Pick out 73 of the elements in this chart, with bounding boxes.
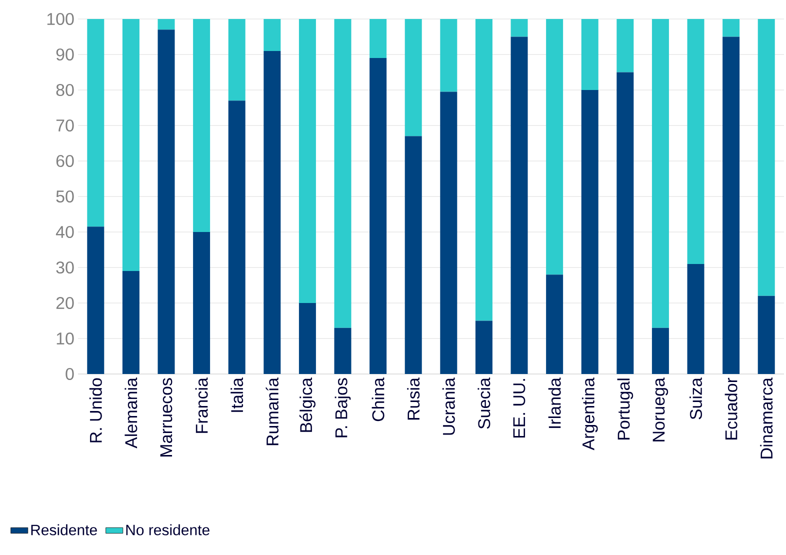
bar [264,50,281,374]
bar [652,19,669,328]
x-tick-label: Ucrania [442,378,455,435]
x-tick-label: Rusia [407,378,420,420]
bar [510,36,528,374]
bar [228,100,246,374]
x-tick-label: Rumanía [266,378,279,446]
bar [158,30,175,374]
bar [581,19,598,90]
x-tick-label: Suiza [690,378,702,420]
bar [370,58,387,374]
x-tick-label: China [372,378,384,422]
x-tick-label: P. Bajos [334,378,351,438]
x-tick-label: Marruecos [160,378,172,456]
y-tick-label: 70 [56,119,74,132]
bar [758,19,775,296]
x-tick-label: Irlanda [548,378,561,428]
bar [475,19,492,321]
bar [122,271,140,374]
bar [404,136,422,374]
bar [616,19,634,72]
bar [193,19,210,232]
y-tick-label: 10 [56,332,74,345]
y-tick-label: 50 [56,190,74,203]
y-tick-label: 40 [56,226,74,238]
bar [370,19,387,58]
x-tick-label: EE. UU. [513,379,526,438]
legend-label: Residente [31,524,97,536]
bar [158,19,175,30]
y-tick-label: 30 [56,261,74,274]
bar [581,90,598,374]
y-tick-label: 100 [47,12,74,26]
x-tick-label: Argentina [582,378,598,450]
bar [334,19,352,328]
bar [546,274,564,374]
x-tick-label: Suecia [478,378,490,429]
x-tick-label: Francia [195,378,208,433]
y-tick-label: 20 [56,296,74,310]
bar [298,19,316,303]
y-tick-label: 60 [56,154,74,168]
bar [546,19,564,275]
y-tick-label: 90 [56,48,74,61]
bar [475,320,492,374]
bar [264,19,281,51]
x-tick-label: Portugal [617,378,634,440]
bar [616,72,634,374]
x-tick-label: Noruega [652,378,668,442]
bar [722,19,740,37]
bar [404,19,422,136]
bar [758,296,775,374]
bar [510,19,528,37]
bar [193,232,210,374]
x-tick-label: Bélgica [299,378,316,432]
bar [87,19,104,227]
bar [440,92,458,374]
bar [122,19,140,272]
bar [440,19,458,92]
bar [334,328,352,374]
bar [652,328,669,374]
x-tick-label: Alemania [124,378,138,448]
x-tick-label: Italia [230,378,244,412]
bar [722,36,740,374]
x-tick-label: R. Unido [89,378,102,442]
bar [228,19,246,101]
bar [87,226,104,374]
y-tick-label: 0 [66,368,74,380]
bar [687,264,704,374]
x-tick-label: Ecuador [724,378,738,440]
x-tick-label: Dinamarca [760,378,773,458]
legend-label: No residente [126,524,210,536]
bar [298,303,316,374]
bar [687,19,704,264]
y-tick-label: 80 [56,84,74,96]
